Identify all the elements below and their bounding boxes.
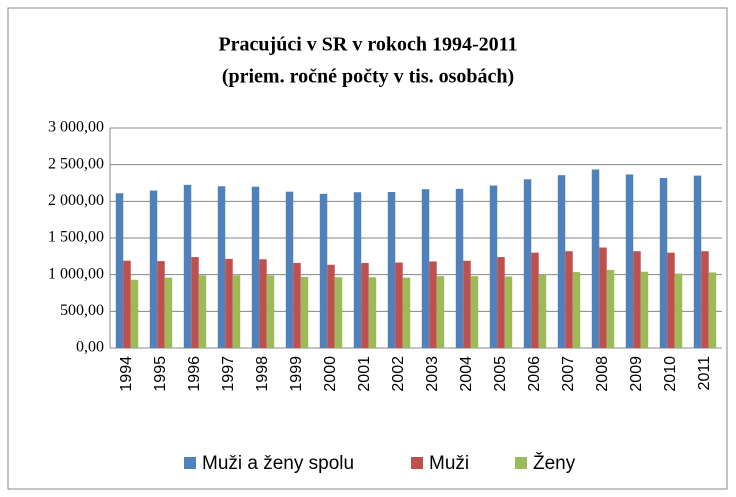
bar bbox=[334, 277, 343, 348]
x-tick-label: 1997 bbox=[220, 356, 237, 392]
bar bbox=[361, 262, 369, 348]
bar bbox=[285, 191, 294, 348]
y-tick-label: 500,00 bbox=[60, 302, 104, 319]
bar bbox=[266, 275, 275, 348]
bar bbox=[217, 186, 226, 348]
bar bbox=[421, 189, 430, 348]
x-tick-label: 2006 bbox=[526, 356, 543, 392]
bar bbox=[429, 261, 437, 348]
bar bbox=[251, 186, 260, 348]
bar bbox=[497, 257, 505, 348]
bar bbox=[708, 272, 717, 348]
bar bbox=[463, 260, 471, 348]
y-tick-label: 3 000,00 bbox=[48, 119, 104, 136]
bar bbox=[395, 262, 403, 348]
y-tick-label: 0,00 bbox=[76, 339, 104, 356]
bar bbox=[538, 274, 547, 348]
legend-label: Muži bbox=[429, 453, 469, 474]
legend-swatch bbox=[515, 457, 527, 469]
bar bbox=[293, 262, 301, 348]
x-tick-label: 2005 bbox=[492, 356, 509, 392]
bar bbox=[436, 276, 445, 348]
bar bbox=[625, 174, 634, 348]
bar bbox=[402, 277, 411, 348]
legend-swatch bbox=[411, 457, 423, 469]
x-tick-label: 2008 bbox=[594, 356, 611, 392]
bar bbox=[368, 277, 377, 348]
bar bbox=[523, 179, 532, 348]
bar bbox=[557, 175, 566, 348]
bar bbox=[599, 247, 607, 348]
bar bbox=[565, 251, 573, 348]
bar bbox=[640, 271, 649, 348]
bar bbox=[701, 251, 709, 348]
bar bbox=[232, 275, 241, 348]
legend-swatch bbox=[184, 457, 196, 469]
y-tick-label: 1 500,00 bbox=[48, 229, 104, 246]
bar bbox=[667, 252, 675, 348]
chart-subtitle: (priem. ročné počty v tis. osobách) bbox=[222, 66, 514, 88]
bar bbox=[455, 188, 464, 348]
x-tick-label: 1996 bbox=[186, 356, 203, 392]
y-tick-label: 2 500,00 bbox=[48, 155, 104, 172]
x-tick-label: 2000 bbox=[322, 356, 339, 392]
bar bbox=[115, 193, 124, 348]
x-tick-label: 2002 bbox=[390, 356, 407, 392]
y-tick-label: 2 000,00 bbox=[48, 192, 104, 209]
x-tick-label: 1999 bbox=[288, 356, 305, 392]
bar bbox=[319, 193, 328, 348]
x-tick-label: 2001 bbox=[356, 356, 373, 392]
bar bbox=[591, 169, 600, 348]
bar bbox=[300, 276, 309, 348]
bar bbox=[504, 276, 513, 348]
bar bbox=[130, 279, 139, 348]
bar bbox=[327, 264, 335, 348]
chart-frame bbox=[7, 7, 728, 490]
bar bbox=[149, 190, 158, 348]
x-tick-label: 2009 bbox=[628, 356, 645, 392]
bar bbox=[183, 184, 192, 348]
bar bbox=[157, 261, 165, 348]
bar bbox=[633, 251, 641, 348]
bar bbox=[198, 275, 207, 348]
bar bbox=[164, 277, 173, 348]
bar bbox=[606, 269, 615, 348]
bar bbox=[489, 185, 498, 348]
bar bbox=[470, 276, 479, 348]
chart-title: Pracujúci v SR v rokoch 1994-2011 bbox=[218, 34, 517, 56]
bar bbox=[659, 178, 668, 348]
bar bbox=[693, 175, 702, 348]
bar bbox=[191, 257, 199, 348]
x-tick-label: 2010 bbox=[662, 356, 679, 392]
legend-label: Muži a ženy spolu bbox=[202, 453, 354, 474]
bar bbox=[572, 272, 581, 348]
bar bbox=[225, 258, 233, 348]
x-tick-label: 2004 bbox=[458, 356, 475, 392]
x-tick-label: 1998 bbox=[254, 356, 271, 392]
bar bbox=[353, 192, 362, 348]
legend-label: Ženy bbox=[533, 452, 576, 474]
x-tick-label: 2003 bbox=[424, 356, 441, 392]
bar bbox=[387, 192, 396, 348]
x-tick-label: 2011 bbox=[696, 356, 713, 391]
bar bbox=[531, 252, 539, 348]
x-tick-label: 1994 bbox=[118, 356, 135, 392]
x-tick-label: 1995 bbox=[152, 356, 169, 392]
bar bbox=[123, 260, 131, 348]
bar bbox=[259, 259, 267, 348]
bar bbox=[674, 273, 683, 348]
y-tick-label: 1 000,00 bbox=[48, 265, 104, 282]
x-tick-label: 2007 bbox=[560, 356, 577, 392]
